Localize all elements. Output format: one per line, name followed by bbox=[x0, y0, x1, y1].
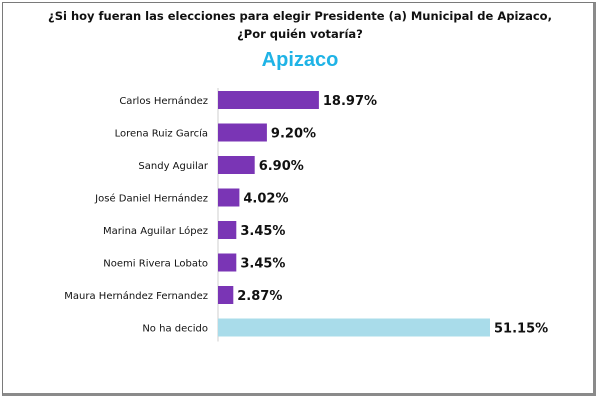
category-label: Marina Aguilar López bbox=[103, 225, 208, 237]
data-label: 9.20% bbox=[271, 127, 316, 142]
category-label: No ha decido bbox=[142, 324, 208, 335]
category-label: José Daniel Hernández bbox=[94, 193, 208, 205]
data-label: 18.97% bbox=[323, 94, 377, 109]
category-label: Sandy Aguilar bbox=[138, 161, 208, 172]
data-label: 4.02% bbox=[243, 192, 288, 207]
bar bbox=[218, 91, 319, 109]
bar bbox=[218, 286, 234, 304]
data-label: 3.45% bbox=[240, 257, 285, 272]
bar bbox=[218, 123, 267, 142]
bar bbox=[218, 253, 237, 272]
data-label: 2.87% bbox=[237, 289, 282, 304]
bar bbox=[218, 221, 237, 239]
chart-frame bbox=[2, 2, 596, 396]
category-label: Maura Hernández Fernandez bbox=[64, 290, 208, 302]
bar bbox=[218, 318, 490, 337]
chart-subtitle: Apizaco bbox=[261, 49, 339, 71]
data-label: 6.90% bbox=[259, 159, 304, 174]
bar bbox=[218, 188, 240, 207]
category-label: Carlos Hernández bbox=[119, 95, 208, 107]
data-label: 51.15% bbox=[494, 322, 548, 337]
chart-title: ¿Si hoy fueran las elecciones para elegi… bbox=[48, 9, 552, 41]
bar bbox=[218, 156, 255, 174]
category-label: Noemi Rivera Lobato bbox=[103, 259, 208, 270]
data-label: 3.45% bbox=[240, 224, 285, 239]
category-label: Lorena Ruiz García bbox=[115, 128, 208, 140]
